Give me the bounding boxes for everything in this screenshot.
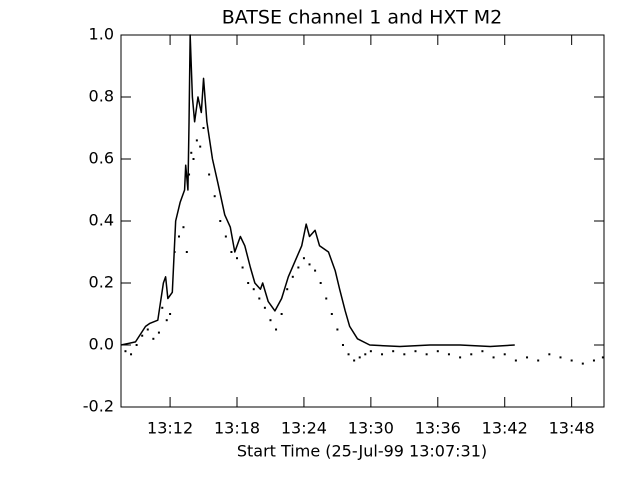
data-dot — [224, 235, 227, 238]
data-dot — [208, 173, 211, 176]
data-dot — [146, 328, 149, 331]
data-dot — [447, 353, 450, 356]
data-dot — [481, 350, 484, 353]
data-dot — [178, 235, 181, 238]
data-dot — [459, 356, 462, 359]
x-tick-label: 13:42 — [482, 419, 528, 438]
x-tick-label: 13:36 — [415, 419, 461, 438]
x-tick-label: 13:30 — [348, 419, 394, 438]
x-tick-label: 13:48 — [549, 419, 595, 438]
data-dot — [185, 251, 188, 253]
data-dot — [559, 356, 562, 359]
data-dot — [280, 313, 283, 315]
data-dot — [347, 353, 350, 356]
data-dot — [269, 319, 272, 322]
data-dot — [157, 331, 160, 334]
data-dot — [358, 356, 361, 359]
data-dot — [252, 288, 255, 291]
data-line — [120, 34, 515, 348]
data-dot — [190, 151, 193, 154]
data-dot — [130, 353, 133, 356]
data-dot — [263, 306, 266, 309]
data-dot — [381, 353, 384, 356]
data-dot — [124, 350, 127, 353]
data-dot — [169, 313, 172, 315]
data-dot — [492, 356, 495, 359]
data-dot — [275, 328, 278, 331]
data-dot — [135, 344, 138, 346]
data-dot — [241, 266, 244, 269]
y-tick-label: 0.0 — [89, 335, 114, 354]
data-dot — [414, 350, 417, 353]
x-tick-label: 13:12 — [147, 419, 193, 438]
data-dot — [195, 139, 198, 142]
data-dot — [403, 353, 406, 356]
data-dot — [314, 269, 317, 272]
data-dot — [236, 257, 239, 260]
data-dot — [188, 173, 191, 176]
data-dot — [369, 350, 372, 353]
data-dot — [152, 337, 155, 340]
data-dot — [141, 334, 144, 337]
data-dot — [199, 145, 202, 148]
data-dot — [570, 359, 573, 362]
x-axis-label: Start Time (25-Jul-99 13:07:31) — [237, 442, 487, 461]
data-dot — [601, 356, 604, 359]
y-tick-label: -0.2 — [83, 397, 114, 416]
data-dot — [514, 359, 517, 362]
data-dot — [182, 226, 185, 229]
data-dot — [537, 359, 540, 362]
data-dot — [202, 127, 205, 129]
x-tick-label: 13:24 — [281, 419, 327, 438]
data-dot — [165, 319, 168, 322]
data-dot — [548, 353, 551, 356]
data-dot — [230, 251, 233, 253]
data-dot — [592, 359, 595, 362]
data-dot — [258, 297, 261, 300]
data-dot — [503, 353, 506, 356]
data-dot — [219, 220, 222, 222]
data-dot — [325, 297, 328, 300]
data-dot — [192, 158, 195, 160]
x-tick-label: 13:18 — [214, 419, 260, 438]
data-dot — [341, 344, 344, 346]
data-dot — [302, 257, 305, 260]
data-dot — [436, 350, 439, 353]
data-dot — [173, 251, 176, 253]
chart-title: BATSE channel 1 and HXT M2 — [222, 7, 503, 29]
data-dot — [364, 353, 367, 356]
y-tick-label: 0.6 — [89, 149, 114, 168]
data-dot — [336, 328, 339, 331]
y-tick-label: 1.0 — [89, 25, 114, 44]
data-dot — [470, 353, 473, 356]
data-dot — [392, 350, 395, 353]
y-tick-label: 0.4 — [89, 211, 114, 230]
data-dot — [213, 195, 216, 198]
y-tick-label: 0.2 — [89, 273, 114, 292]
y-tick-label: 0.8 — [89, 87, 114, 106]
data-dot — [353, 359, 356, 362]
data-dot — [308, 263, 311, 266]
data-dot — [161, 306, 164, 309]
data-dot — [291, 275, 294, 278]
data-dot — [425, 353, 428, 356]
data-dot — [247, 282, 250, 284]
data-dot — [297, 266, 300, 269]
data-dot — [286, 288, 289, 291]
data-dot — [526, 356, 529, 359]
data-dot — [319, 282, 322, 284]
data-dot — [581, 362, 584, 365]
data-dot — [330, 313, 333, 315]
